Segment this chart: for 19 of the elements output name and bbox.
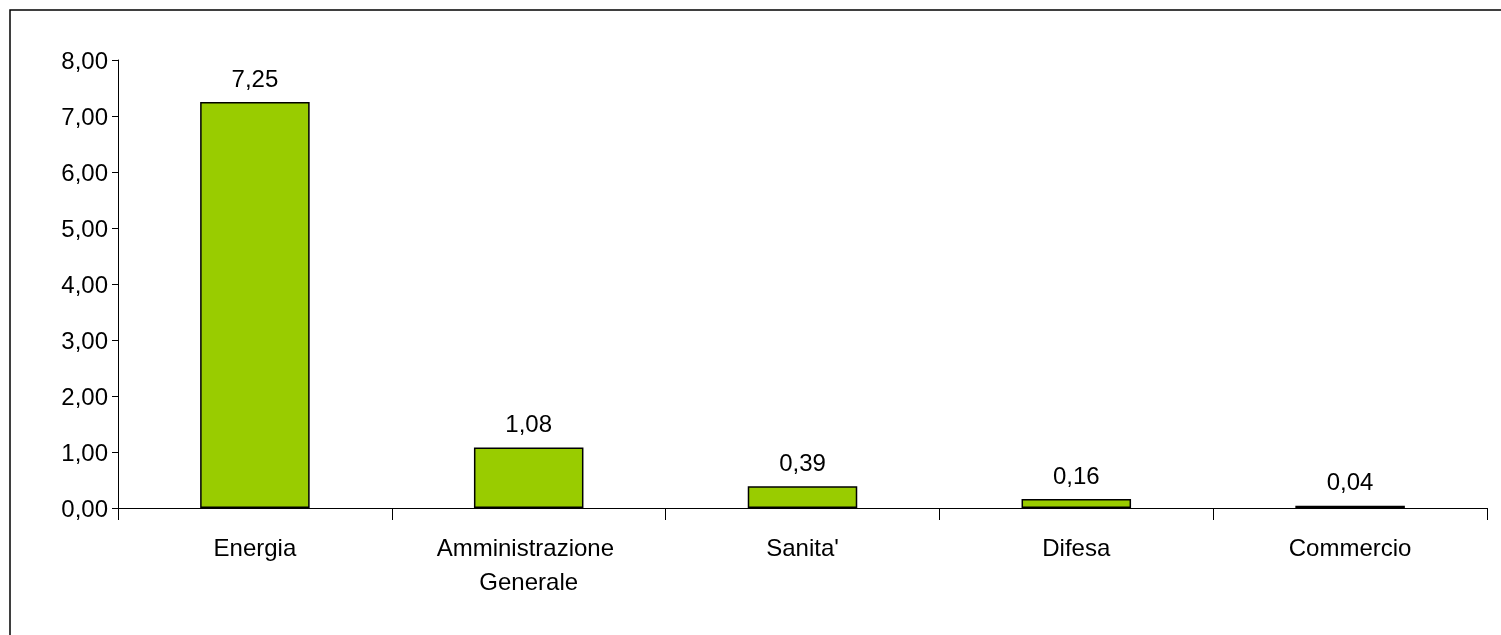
- x-tick-label: Difesa: [1042, 533, 1111, 561]
- y-tick-label: 3,00: [61, 326, 108, 354]
- y-tick-label: 2,00: [61, 382, 108, 410]
- y-tick-label: 4,00: [61, 270, 108, 298]
- y-tick-label: 8,00: [61, 46, 108, 74]
- data-label: 0,16: [1052, 461, 1100, 489]
- x-tick-label: Commercio: [1288, 533, 1412, 561]
- x-tick-label: Sanita': [766, 533, 839, 561]
- y-tick-label: 1,00: [61, 438, 108, 466]
- x-tick-label: Amministrazione Generale: [436, 533, 621, 595]
- data-label: 1,08: [505, 410, 553, 438]
- data-label: 7,25: [231, 64, 279, 92]
- y-tick-label: 7,00: [61, 102, 108, 130]
- data-label: 0,04: [1326, 468, 1374, 496]
- y-tick-label: 6,00: [61, 158, 108, 186]
- y-tick-label: 5,00: [61, 214, 108, 242]
- data-label: 0,39: [779, 448, 826, 476]
- y-tick-label: 0,00: [61, 494, 108, 522]
- x-tick-label: Energia: [213, 533, 297, 561]
